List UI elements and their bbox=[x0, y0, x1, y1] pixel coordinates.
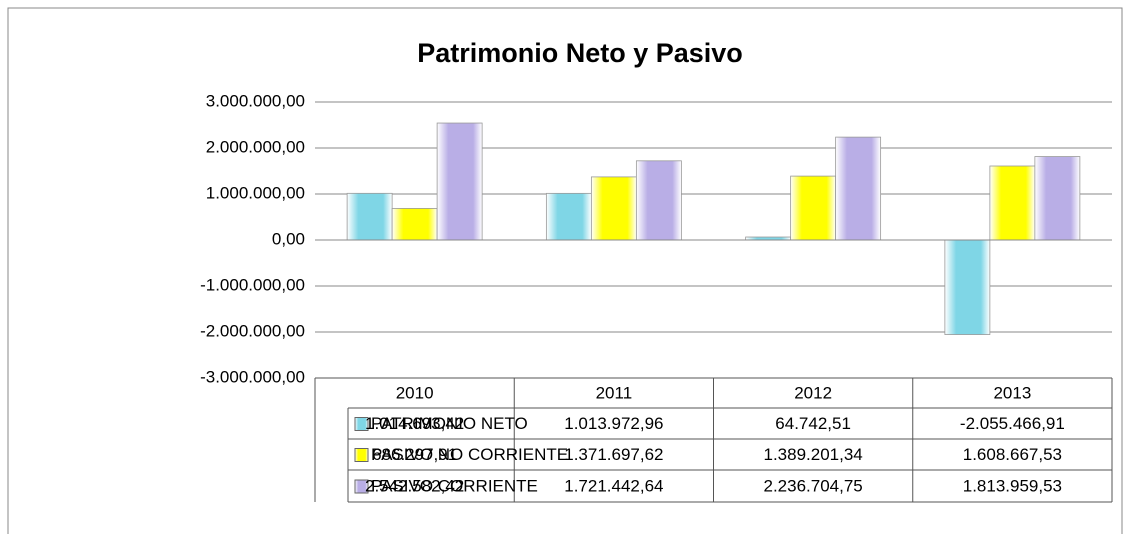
chart-title: Patrimonio Neto y Pasivo bbox=[417, 38, 743, 68]
y-tick-label: -1.000.000,00 bbox=[200, 275, 305, 294]
bar bbox=[635, 160, 682, 241]
legend-label: PATRIMONIO NETO bbox=[371, 414, 528, 433]
y-tick-label: 2.000.000,00 bbox=[206, 137, 305, 156]
chart-frame bbox=[7, 7, 1123, 534]
legend-key bbox=[354, 417, 369, 431]
bar bbox=[835, 136, 882, 241]
y-tick-label: -3.000.000,00 bbox=[200, 367, 305, 386]
table-value: 64.742,51 bbox=[775, 414, 851, 433]
bar bbox=[391, 208, 438, 241]
bar bbox=[944, 239, 991, 335]
bar bbox=[346, 192, 393, 241]
table-value: -2.055.466,91 bbox=[960, 414, 1065, 433]
table-value: 686.297,91 bbox=[372, 445, 457, 464]
table-value: 1.371.697,62 bbox=[564, 445, 663, 464]
y-tick-label: 0,00 bbox=[272, 229, 305, 248]
bar bbox=[545, 192, 592, 241]
bar bbox=[989, 165, 1036, 241]
x-tick-label: 2013 bbox=[993, 383, 1031, 402]
table-value: 2.542.582,42 bbox=[365, 476, 464, 495]
table-value: 2.236.704,75 bbox=[763, 476, 862, 495]
y-tick-label: -2.000.000,00 bbox=[200, 321, 305, 340]
bar bbox=[1034, 156, 1081, 241]
legend-label: PASIVO CORRIENTE bbox=[371, 476, 538, 495]
table-value: 1.608.667,53 bbox=[963, 445, 1062, 464]
y-tick-label: 1.000.000,00 bbox=[206, 183, 305, 202]
bar bbox=[590, 176, 637, 241]
table-value: 1.013.972,96 bbox=[564, 414, 663, 433]
table-value: 1.721.442,64 bbox=[564, 476, 663, 495]
bar bbox=[436, 122, 483, 241]
y-tick-label: 3.000.000,00 bbox=[206, 91, 305, 110]
table-value: 1.389.201,34 bbox=[763, 445, 862, 464]
table-value: 1.014.693,42 bbox=[365, 414, 464, 433]
legend-key bbox=[354, 448, 369, 462]
legend-key bbox=[354, 479, 369, 494]
x-tick-label: 2010 bbox=[396, 383, 434, 402]
x-tick-label: 2012 bbox=[794, 383, 832, 402]
bar bbox=[790, 175, 837, 241]
table-value: 1.813.959,53 bbox=[963, 476, 1062, 495]
x-tick-label: 2011 bbox=[596, 383, 633, 402]
legend-label: PASIVO NO CORRIENTE bbox=[371, 445, 568, 464]
